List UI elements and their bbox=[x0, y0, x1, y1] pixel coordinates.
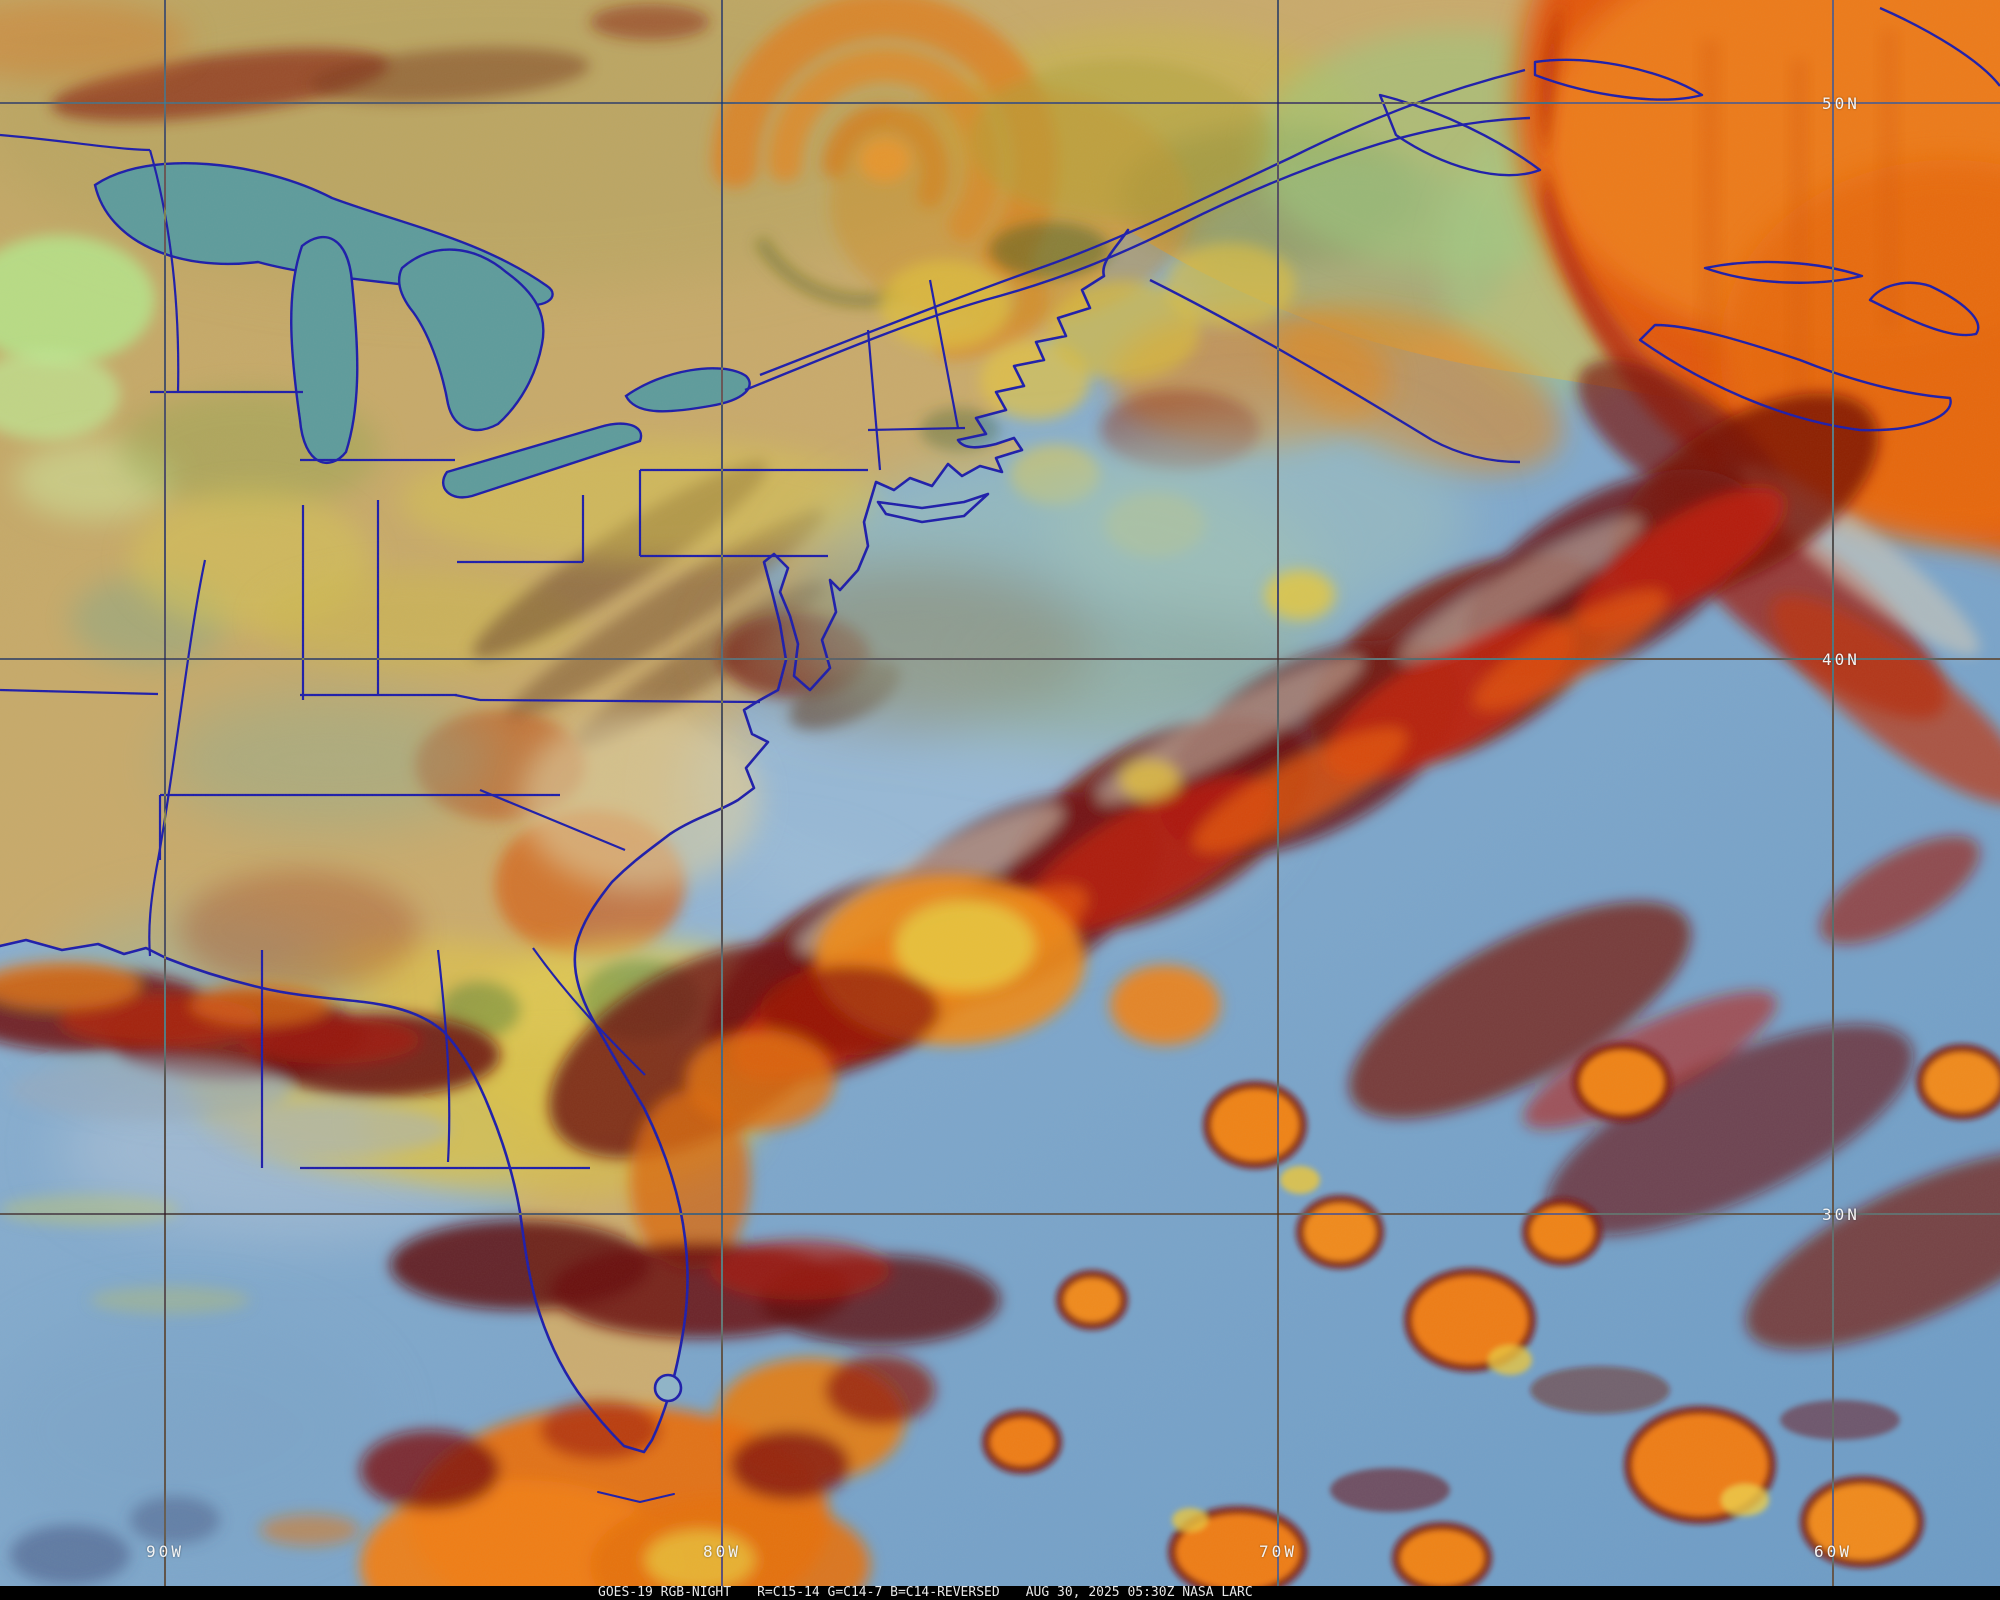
caption-datetime: AUG 30, 2025 05:30Z bbox=[1025, 1585, 1175, 1600]
grid-label-50n: 50N bbox=[1822, 94, 1860, 113]
caption-credit: NASA LARC bbox=[1182, 1585, 1253, 1600]
grid-label-90w: 90W bbox=[146, 1542, 184, 1561]
caption-channels: R=C15-14 G=C14-7 B=C14-REVERSED bbox=[757, 1585, 1000, 1600]
caption-product: GOES-19 RGB-NIGHT bbox=[598, 1585, 732, 1600]
grid-label-60w: 60W bbox=[1814, 1542, 1852, 1561]
grid-label-70w: 70W bbox=[1259, 1542, 1297, 1561]
caption-bar: GOES-19 RGB-NIGHT R=C15-14 G=C14-7 B=C14… bbox=[0, 1586, 2000, 1600]
grid-label-30n: 30N bbox=[1822, 1205, 1860, 1224]
grid-label-80w: 80W bbox=[703, 1542, 741, 1561]
grid-label-40n: 40N bbox=[1822, 650, 1860, 669]
caption-datetime-credit: AUG 30, 2025 05:30Z NASA LARC bbox=[1026, 1586, 1253, 1600]
